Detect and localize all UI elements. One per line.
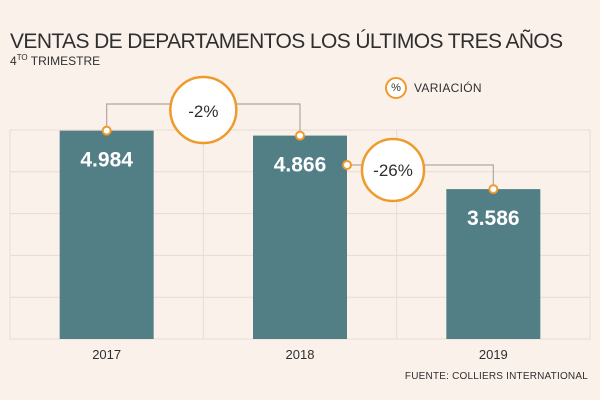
subtitle-superscript: TO (16, 53, 28, 62)
bar-2017 (59, 130, 154, 339)
connector-dot-2017 (101, 125, 112, 136)
source-note: FUENTE: COLLIERS INTERNATIONAL (404, 371, 588, 382)
data-label-2019: 3.586 (467, 207, 520, 230)
x-tick-label-2017: 2017 (92, 347, 121, 362)
bar-2019 (446, 189, 541, 339)
connector-dot-2018-a (295, 130, 305, 141)
subtitle-text: TRIMESTRE (27, 54, 101, 68)
chart-title: VENTAS DE DEPARTAMENTOS LOS ÚLTIMOS TRES… (10, 30, 563, 53)
connector-dot-2019 (488, 184, 499, 195)
variation-label-1: -2% (188, 102, 218, 121)
legend-label: VARIACIÓN (414, 81, 482, 95)
connector-dot-2018-b (342, 160, 352, 170)
data-label-2017: 4.984 (80, 149, 133, 172)
chart-subtitle: 4TO TRIMESTRE (10, 53, 100, 68)
x-tick-label-2018: 2018 (286, 347, 315, 362)
percent-icon: % (385, 77, 407, 99)
variation-badge-2 (360, 137, 426, 203)
legend: % VARIACIÓN (385, 77, 482, 99)
variation-badge-1 (169, 75, 238, 145)
data-label-2018: 4.866 (274, 154, 327, 177)
subtitle-number: 4 (10, 54, 17, 68)
bar-2018 (253, 135, 347, 339)
variation-label-2: -26% (373, 161, 413, 180)
x-tick-label-2019: 2019 (479, 347, 508, 362)
